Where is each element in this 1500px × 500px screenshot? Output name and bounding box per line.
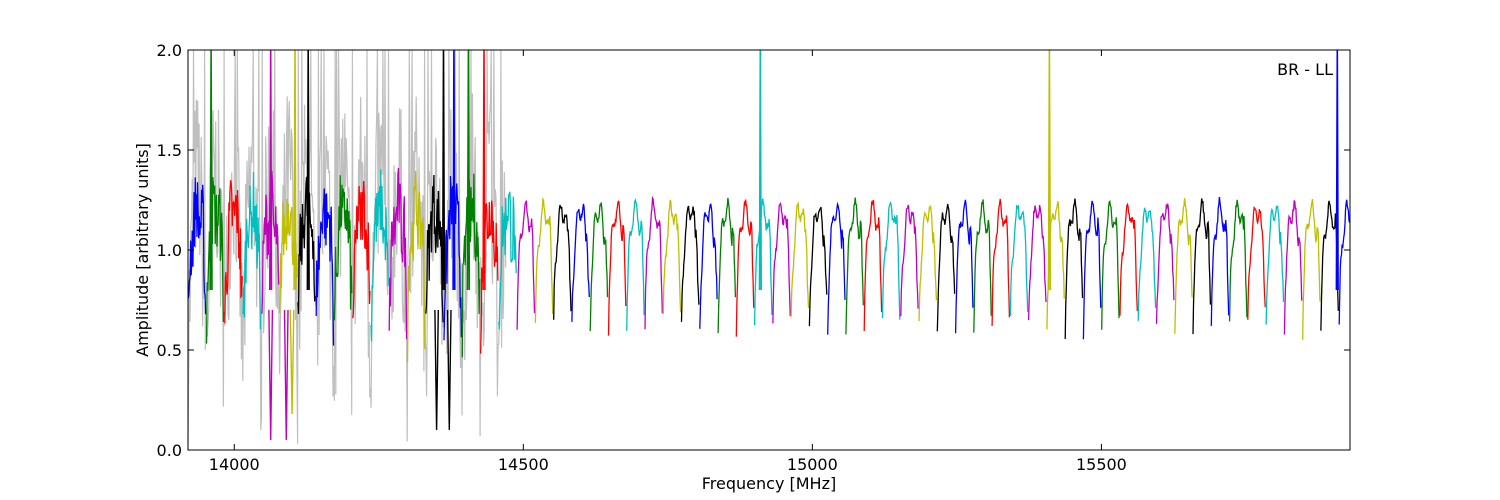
dip-2 xyxy=(283,309,289,441)
dip-5 xyxy=(446,309,452,431)
channel-23-series xyxy=(589,202,609,332)
x-tick-label: 14500 xyxy=(498,455,549,474)
channel-32-series xyxy=(753,198,773,326)
channel-26-series xyxy=(644,195,663,330)
channel-36-series xyxy=(827,201,846,335)
channel-50-series xyxy=(1082,200,1102,340)
spike-6 xyxy=(452,49,456,291)
dip-1 xyxy=(268,309,274,441)
channel-31-series xyxy=(735,199,755,337)
channel-24-series xyxy=(607,200,627,336)
spike-10 xyxy=(1047,49,1052,291)
channel-46-series xyxy=(1009,204,1029,317)
x-tick-label: 14000 xyxy=(209,455,260,474)
x-tick-label: 15500 xyxy=(1076,455,1127,474)
y-axis-label: Amplitude [arbitrary units] xyxy=(133,143,152,357)
channel-9-series xyxy=(333,175,353,321)
spike-7 xyxy=(466,49,471,291)
channel-35-series xyxy=(808,206,828,327)
channel-29-series xyxy=(699,203,718,329)
channel-4-series xyxy=(242,172,262,330)
channel-60-series xyxy=(1265,205,1285,325)
channel-21-series xyxy=(553,204,572,320)
channel-12-series xyxy=(388,167,408,340)
channel-25-series xyxy=(626,198,645,331)
channel-56-series xyxy=(1192,198,1212,335)
x-axis-label: Frequency [MHz] xyxy=(702,474,836,493)
spike-1 xyxy=(209,49,213,291)
baseline-annotation: BR - LL xyxy=(1277,60,1333,79)
y-tick-label: 0.5 xyxy=(157,341,182,360)
channel-49-series xyxy=(1064,198,1084,340)
channel-61-series xyxy=(1283,199,1303,335)
channel-62-series xyxy=(1302,198,1321,340)
y-tick-label: 1.5 xyxy=(157,141,182,160)
y-tick-label: 1.0 xyxy=(157,241,182,260)
channel-39-series xyxy=(881,200,901,320)
channel-7-series xyxy=(297,176,316,315)
channel-1-series xyxy=(187,177,207,315)
channel-44-series xyxy=(973,199,992,333)
y-tick-label: 0.0 xyxy=(157,441,182,460)
channel-40-series xyxy=(900,204,919,317)
channel-10-series xyxy=(352,180,371,319)
channel-2-series xyxy=(205,177,225,344)
x-tick-label: 15000 xyxy=(787,455,838,474)
spike-2 xyxy=(269,49,273,291)
channel-8-series xyxy=(315,188,335,346)
channel-54-series xyxy=(1155,203,1175,324)
channel-33-series xyxy=(772,201,791,324)
channel-42-series xyxy=(936,203,956,332)
y-tick-label: 2.0 xyxy=(157,41,182,60)
channel-34-series xyxy=(790,200,810,318)
spike-3 xyxy=(293,49,297,291)
channel-52-series xyxy=(1119,202,1138,316)
dip-3 xyxy=(289,309,295,415)
channel-55-series xyxy=(1174,198,1193,334)
channel-47-series xyxy=(1027,204,1047,321)
channel-20-series xyxy=(534,196,554,323)
channel-13-series xyxy=(406,170,426,363)
channel-43-series xyxy=(954,199,974,334)
channel-19-series xyxy=(516,200,536,330)
channel-51-series xyxy=(1101,200,1120,330)
ticks-layer: 14000 14500 15000 15500 0.0 0.5 1.0 1.5 2.0 xyxy=(157,41,1350,474)
channel-58-series xyxy=(1228,199,1248,322)
channel-3-series xyxy=(224,180,243,324)
spike-9 xyxy=(758,49,762,291)
spike-8 xyxy=(482,49,486,291)
channel-37-series xyxy=(845,197,864,335)
channel-38-series xyxy=(863,199,883,332)
channel-22-series xyxy=(571,203,590,322)
spike-4 xyxy=(306,49,310,291)
channel-28-series xyxy=(680,205,700,322)
channel-57-series xyxy=(1210,197,1230,326)
channel-27-series xyxy=(662,199,682,315)
channel-63-series xyxy=(1320,200,1339,331)
channel-11-series xyxy=(370,169,389,342)
channel-59-series xyxy=(1247,205,1266,320)
channel-45-series xyxy=(991,198,1011,327)
channel-64-series xyxy=(1338,199,1351,325)
channel-18-series xyxy=(498,191,517,330)
channel-14-series xyxy=(425,174,444,323)
dip-4 xyxy=(434,309,439,431)
channel-30-series xyxy=(717,197,737,334)
spike-11 xyxy=(1335,49,1339,291)
channel-53-series xyxy=(1137,207,1157,321)
spike-5 xyxy=(441,49,446,291)
channel-16-series xyxy=(461,173,481,358)
channel-41-series xyxy=(918,204,938,322)
